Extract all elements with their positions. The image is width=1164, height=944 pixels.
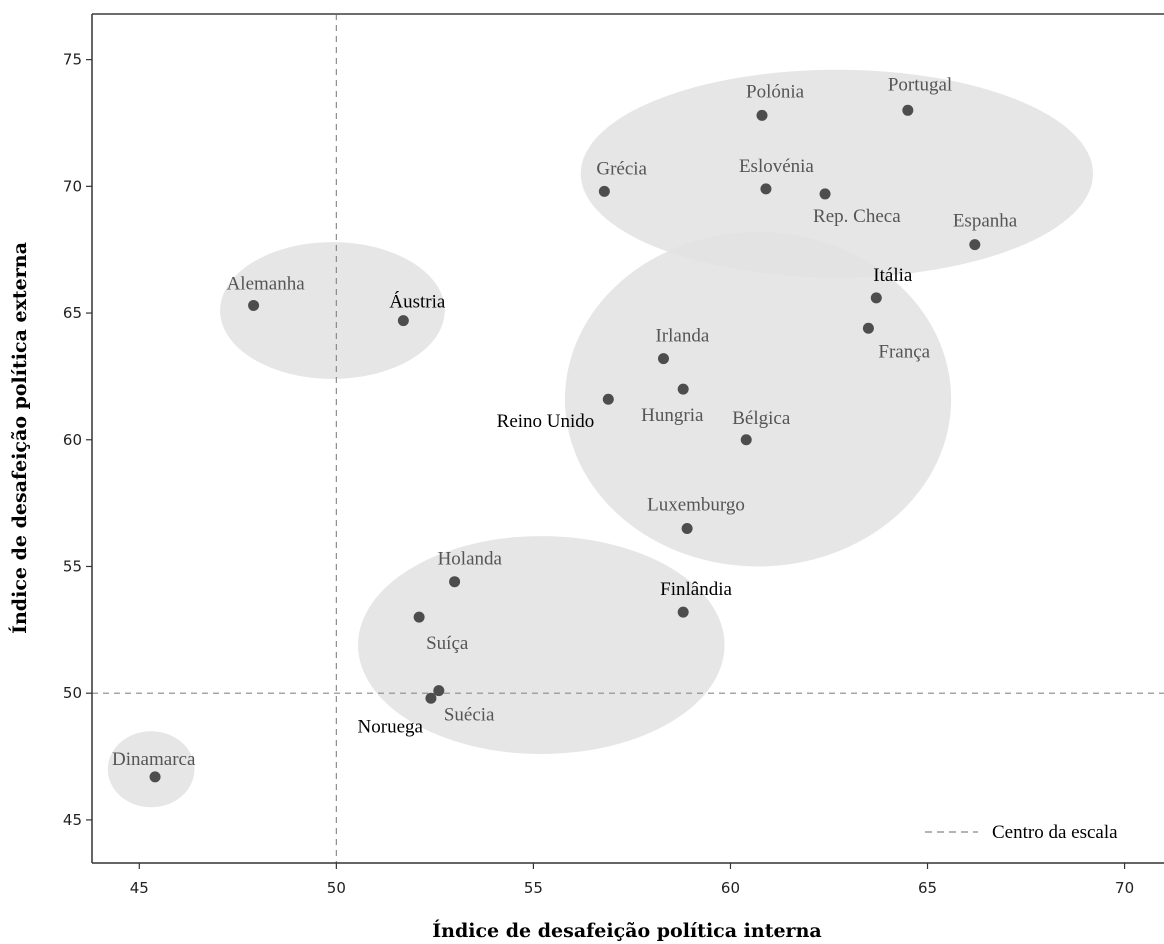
data-point <box>681 522 693 534</box>
data-point <box>449 576 461 588</box>
reference-lines <box>92 14 1164 863</box>
point-label: Itália <box>873 265 913 286</box>
y-axis-title: Índice de desafeição política externa <box>8 242 31 634</box>
y-tick-label: 65 <box>63 304 82 322</box>
data-point <box>870 292 882 304</box>
point-label: Dinamarca <box>112 749 196 770</box>
data-point <box>969 239 981 251</box>
x-tick-label: 55 <box>524 879 543 897</box>
data-point <box>756 109 768 121</box>
y-tick-label: 75 <box>63 51 82 69</box>
data-point <box>819 188 831 200</box>
x-tick-label: 60 <box>721 879 740 897</box>
data-point <box>902 104 914 116</box>
axes: 45 50 55 60 65 70 45 50 55 60 65 70 75 <box>63 13 1164 897</box>
legend: Centro da escala <box>925 822 1118 843</box>
cluster-ellipse-1 <box>580 69 1094 278</box>
y-tick-label: 55 <box>63 557 82 575</box>
data-point <box>433 685 445 697</box>
point-label: Reino Unido <box>497 411 595 432</box>
point-label: Irlanda <box>655 326 709 347</box>
cluster-ellipse-3 <box>220 242 445 379</box>
x-axis-title: Índice de desafeição política interna <box>432 919 821 942</box>
y-tick-label: 70 <box>63 177 82 195</box>
point-label: Luxemburgo <box>647 494 745 515</box>
data-point <box>602 393 614 405</box>
data-point <box>598 185 610 197</box>
cluster-ellipse-2 <box>564 231 952 567</box>
point-label: Espanha <box>953 211 1018 232</box>
data-point <box>677 383 689 395</box>
point-label: Grécia <box>596 158 647 179</box>
point-label: Hungria <box>641 405 704 426</box>
data-point <box>760 183 772 195</box>
data-point <box>740 434 752 446</box>
y-tick-label: 50 <box>63 684 82 702</box>
point-label: Polónia <box>746 81 805 102</box>
point-label: Suíça <box>426 633 469 654</box>
data-point <box>677 606 689 618</box>
data-point <box>413 611 425 623</box>
point-label: Eslovénia <box>739 156 814 177</box>
point-labels: Portugal Polónia Grécia Eslovénia Rep. Checa… <box>112 74 1018 770</box>
x-tick-label: 65 <box>918 879 937 897</box>
y-tick-label: 45 <box>63 811 82 829</box>
data-point <box>248 299 260 311</box>
x-tick-label: 70 <box>1115 879 1134 897</box>
point-label: Suécia <box>444 705 495 726</box>
cluster-ellipse-4 <box>358 536 725 755</box>
data-point <box>397 315 409 327</box>
legend-label: Centro da escala <box>992 822 1118 843</box>
point-label: Áustria <box>389 291 446 313</box>
data-point <box>862 322 874 334</box>
point-label: Portugal <box>888 74 952 95</box>
cluster-ellipse-5 <box>107 731 195 808</box>
point-label: Rep. Checa <box>813 206 901 227</box>
data-point <box>425 692 437 704</box>
data-points <box>149 104 981 783</box>
x-tick-label: 50 <box>327 879 346 897</box>
point-label: Noruega <box>358 716 424 737</box>
x-tick-label: 45 <box>130 879 149 897</box>
point-label: França <box>878 341 930 362</box>
point-label: Bélgica <box>732 408 791 429</box>
cluster-ellipses <box>107 69 1094 808</box>
point-label: Alemanha <box>227 273 306 294</box>
y-tick-label: 60 <box>63 431 82 449</box>
data-point <box>657 353 669 365</box>
data-point <box>149 771 161 783</box>
point-label: Finlândia <box>660 579 732 600</box>
point-label: Holanda <box>438 549 503 570</box>
